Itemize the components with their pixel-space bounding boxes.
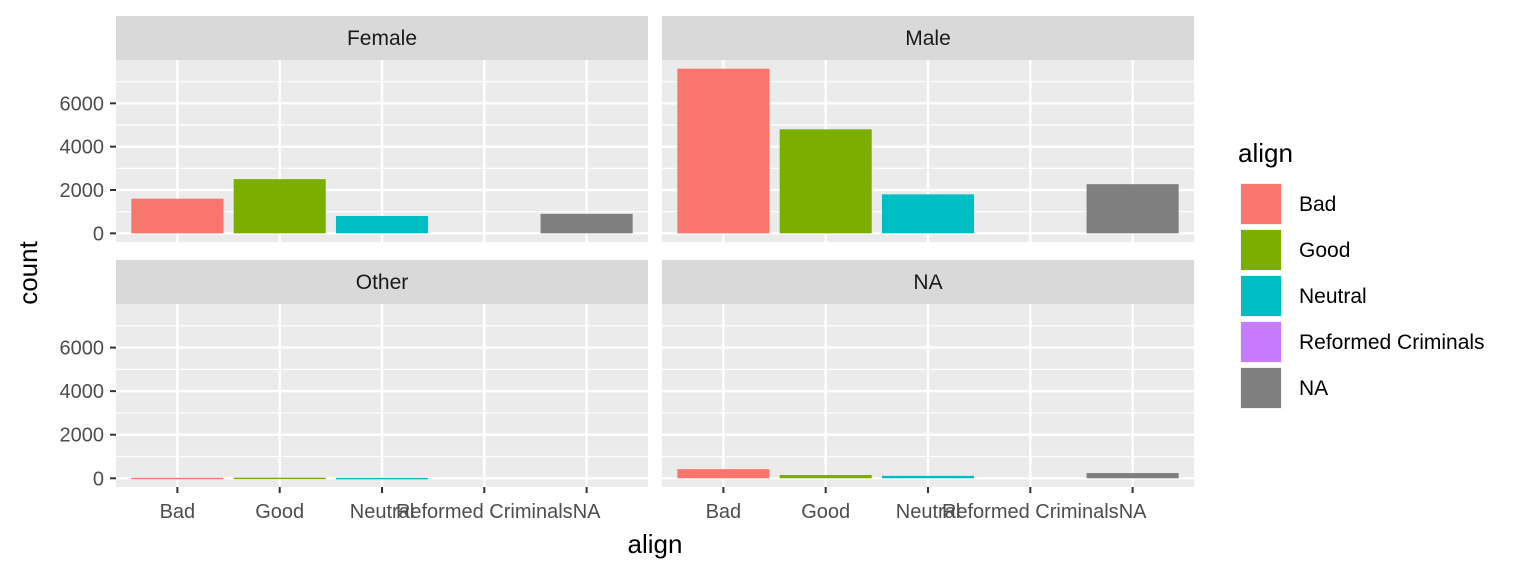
x-tick-label: Bad xyxy=(706,501,742,523)
facet-strip xyxy=(662,260,1194,304)
y-tick-label: 2000 xyxy=(60,425,105,447)
x-tick-label: Neutral xyxy=(896,501,960,523)
bar xyxy=(335,477,429,480)
bar xyxy=(779,475,872,479)
facet-strip-label: Other xyxy=(356,271,409,294)
legend-item-label: Neutral xyxy=(1299,285,1367,308)
legend-title: align xyxy=(1238,138,1293,168)
bar xyxy=(233,179,326,234)
facet-strip-label: Female xyxy=(347,27,417,50)
legend-item-label: Reformed Criminals xyxy=(1299,331,1485,354)
facet-strip xyxy=(116,16,648,60)
bar xyxy=(677,68,770,234)
y-tick-label: 2000 xyxy=(60,180,105,202)
bar xyxy=(779,129,872,234)
facet-panel: Female 0 2000 4000 6000 xyxy=(60,16,648,245)
legend-item-label: Good xyxy=(1299,239,1350,262)
y-tick-label: 0 xyxy=(93,223,104,245)
bar xyxy=(1086,184,1179,234)
x-axis-title: align xyxy=(628,529,683,559)
x-tick-label: Reformed Criminals xyxy=(396,501,573,523)
legend-swatch xyxy=(1241,184,1281,224)
x-tick-label: Reformed Criminals xyxy=(942,501,1119,523)
facet-panel: Male xyxy=(662,16,1194,242)
bar xyxy=(131,198,224,234)
bar xyxy=(335,216,429,234)
bar xyxy=(677,469,770,479)
bar xyxy=(131,477,224,480)
facet-strip xyxy=(116,260,648,304)
x-tick-label: Neutral xyxy=(350,501,414,523)
legend-swatch xyxy=(1241,230,1281,270)
legend-swatch xyxy=(1241,276,1281,316)
bar xyxy=(881,475,975,479)
y-tick-label: 0 xyxy=(93,468,104,490)
y-axis-title: count xyxy=(13,240,43,304)
legend: align Bad Good Neutral Reformed Criminals NA xyxy=(1238,138,1485,409)
x-tick-label: Bad xyxy=(160,501,196,523)
y-tick-label: 6000 xyxy=(60,338,105,360)
x-tick-label: NA xyxy=(1119,501,1147,523)
legend-item-label: Bad xyxy=(1299,193,1336,216)
x-tick-label: Good xyxy=(801,501,850,523)
legend-swatch xyxy=(1241,368,1281,408)
bar xyxy=(1086,473,1179,479)
bar xyxy=(881,194,975,234)
x-tick-label: NA xyxy=(573,501,601,523)
bar xyxy=(540,213,633,234)
legend-item-label: NA xyxy=(1299,377,1328,400)
y-tick-label: 4000 xyxy=(60,137,105,159)
x-tick-label: Good xyxy=(255,501,304,523)
facet-panel: Other 0 2000 4000 6000 Bad Good NeutralReformed… xyxy=(60,260,648,523)
y-tick-label: 6000 xyxy=(60,93,105,115)
facet-strip-label: Male xyxy=(905,27,951,50)
facet-panels: Female 0 2000 4000 6000 Male Other 0 2000 4000 600… xyxy=(60,16,1194,523)
facet-strip-label: NA xyxy=(913,271,942,294)
facet-strip xyxy=(662,16,1194,60)
legend-swatch xyxy=(1241,322,1281,362)
bar xyxy=(233,477,326,480)
y-tick-label: 4000 xyxy=(60,381,105,403)
